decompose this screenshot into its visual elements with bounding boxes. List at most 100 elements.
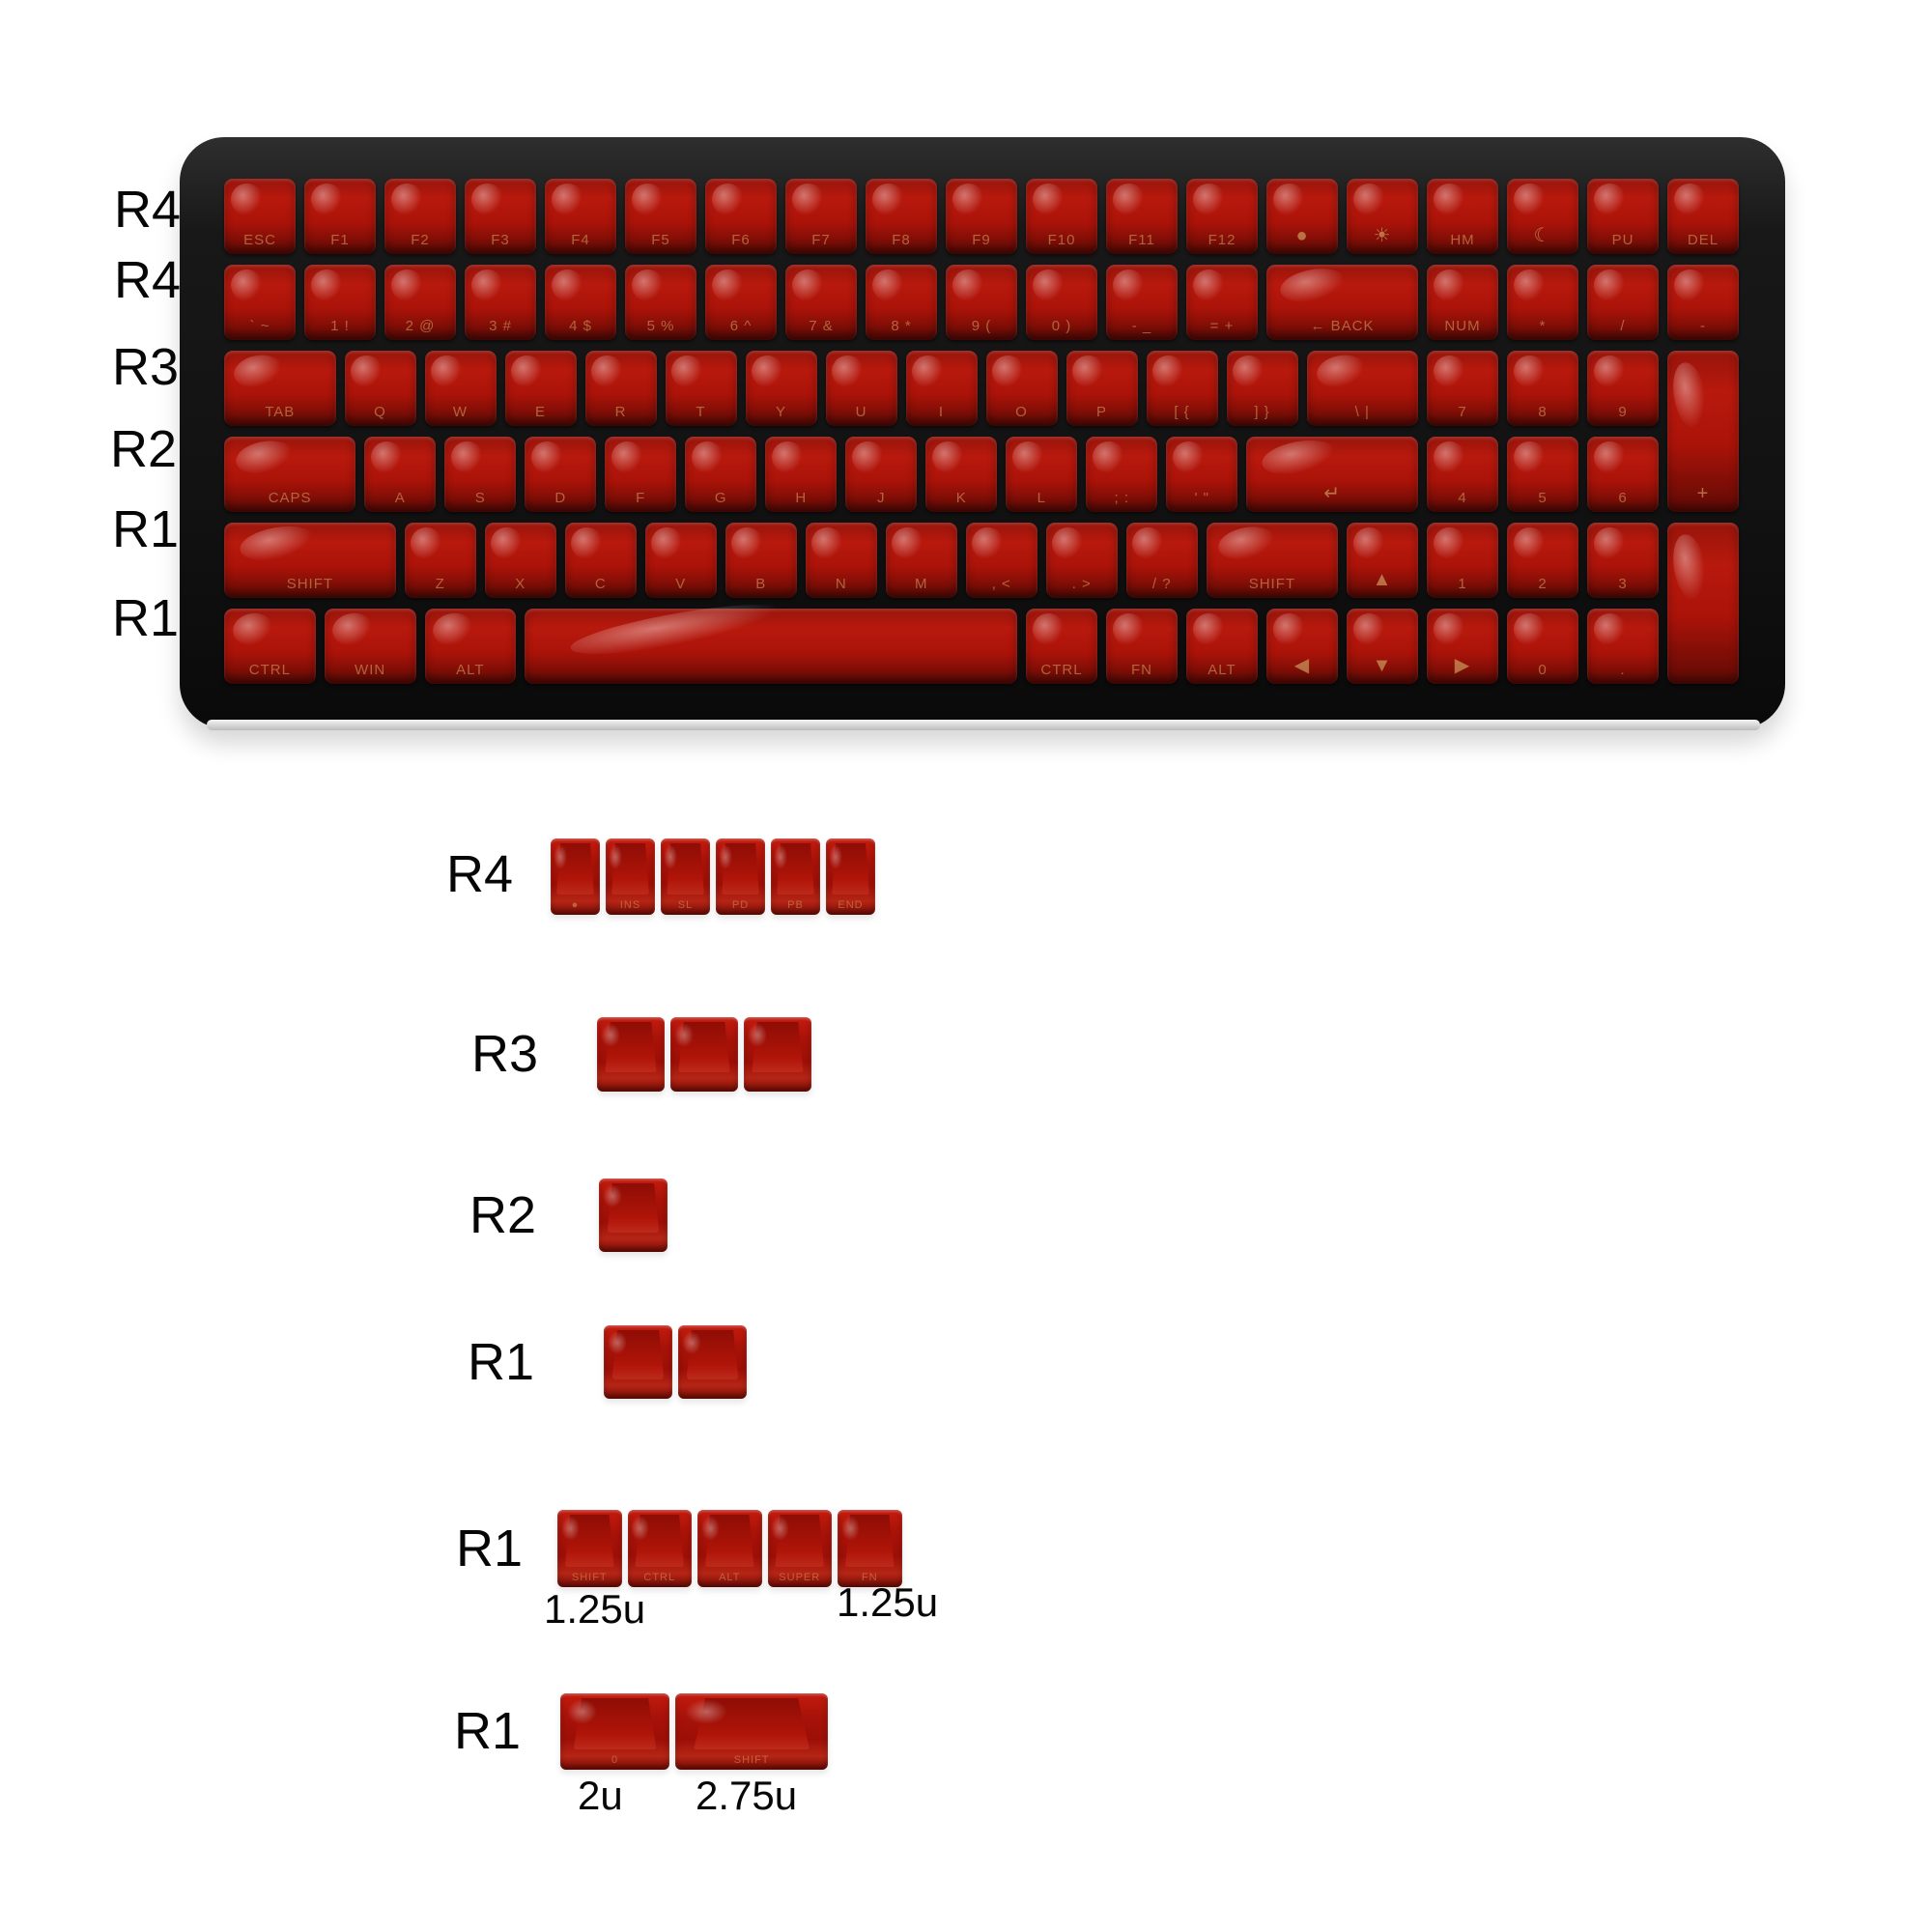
key-legend: L [1037, 490, 1046, 506]
key-legend: H [795, 490, 808, 506]
strip-row-label-0: R4 [446, 845, 514, 903]
key-fn: FN [1106, 609, 1178, 684]
key-legend: WIN [355, 662, 386, 678]
key-5: 5 [1507, 437, 1578, 512]
strip-row-label-3: R1 [468, 1333, 535, 1391]
strip1-keycap-0 [597, 1017, 665, 1092]
key-arrow-left: ◀ [1266, 609, 1338, 684]
key-blank: ` ~ [224, 265, 296, 340]
key-f11: F11 [1106, 179, 1178, 254]
key-numpad-plus: + [1667, 351, 1739, 512]
key-legend: . [1620, 662, 1626, 678]
key-backlight-bulb: ☀ [1347, 179, 1418, 254]
key-legend: 5 % [646, 318, 675, 334]
strip1-keycap-1 [670, 1017, 738, 1092]
key-f6: F6 [705, 179, 777, 254]
key-6: 6 ^ [705, 265, 777, 340]
key-legend: ↵ [1323, 483, 1341, 504]
strip4-keycap-ctrl: CTRL [627, 1510, 692, 1587]
key-5: 5 % [625, 265, 696, 340]
key-del: DEL [1667, 179, 1739, 254]
keycap-legend: 0 [611, 1754, 619, 1766]
keycap-legend: FN [861, 1572, 878, 1583]
key-f1: F1 [304, 179, 376, 254]
key-d: D [525, 437, 597, 512]
key-legend: 0 [1538, 662, 1548, 678]
key-blank: - _ [1106, 265, 1178, 340]
key-8: 8 * [866, 265, 937, 340]
strip4-keycap-alt: ALT [697, 1510, 762, 1587]
key-blank: ' " [1166, 437, 1238, 512]
key-legend: N [835, 576, 847, 592]
key-caps: CAPS [224, 437, 356, 512]
strip-row-label-5: R1 [454, 1702, 522, 1760]
key-legend: J [877, 490, 886, 506]
key-legend: F3 [491, 232, 510, 248]
key-y: Y [745, 351, 817, 426]
key-w: W [424, 351, 497, 426]
key-legend: 4 [1458, 490, 1467, 506]
key-7: 7 & [785, 265, 857, 340]
key-legend: C [594, 576, 607, 592]
key-legend: 3 [1618, 576, 1628, 592]
key-legend: B [755, 576, 767, 592]
key-legend: Q [374, 404, 386, 420]
key-n: N [805, 523, 877, 598]
key-blank: / [1587, 265, 1659, 340]
key-1: 1 ! [304, 265, 376, 340]
key-legend: - [1700, 318, 1706, 334]
key-u: U [825, 351, 897, 426]
strip2-keycap-0 [599, 1179, 668, 1252]
key-legend: CTRL [1040, 662, 1083, 678]
strip-row-label-2: R2 [469, 1186, 537, 1244]
key-3: 3 [1587, 523, 1659, 598]
key-p: P [1065, 351, 1138, 426]
strip4-keycap-shift: SHIFT [557, 1510, 622, 1587]
key-legend: DEL [1687, 232, 1719, 248]
key-arrow-down: ▼ [1347, 609, 1418, 684]
key-legend: ' " [1194, 490, 1209, 506]
keycap-legend: ● [571, 899, 580, 911]
strip5-size-label-0: 2u [578, 1773, 623, 1818]
keycap-legend: CTRL [643, 1572, 676, 1583]
key-hm: HM [1427, 179, 1498, 254]
key-m: M [885, 523, 957, 598]
key-e: E [504, 351, 577, 426]
key-legend: ● [1295, 225, 1309, 246]
key-legend: 1 ! [330, 318, 350, 334]
key-9: 9 [1587, 351, 1659, 426]
key-z: Z [404, 523, 476, 598]
key-legend: TAB [265, 404, 296, 420]
key-4: 4 [1427, 437, 1498, 512]
key-legend: ▲ [1372, 569, 1393, 590]
strip5-keycap-0: 0 [560, 1693, 670, 1770]
key-v: V [644, 523, 717, 598]
key-tab: TAB [224, 351, 336, 426]
key-legend: 9 [1618, 404, 1628, 420]
key-l: L [1006, 437, 1078, 512]
strip1-keycap-2 [744, 1017, 811, 1092]
key-legend: CAPS [268, 490, 312, 506]
key-legend: 5 [1538, 490, 1548, 506]
key-3: 3 # [465, 265, 536, 340]
key-legend: M [915, 576, 928, 592]
keyboard-row-label-1: R4 [114, 251, 182, 309]
key-f10: F10 [1026, 179, 1097, 254]
key-blank: [ { [1146, 351, 1218, 426]
strip4-size-label-1: 1.25u [837, 1579, 939, 1625]
strip3-keycap-1 [678, 1325, 747, 1399]
key-f7: F7 [785, 179, 857, 254]
key-blank: * [1507, 265, 1578, 340]
key-blank: ] } [1226, 351, 1298, 426]
key-legend: ☀ [1373, 225, 1392, 246]
key-legend: F4 [571, 232, 590, 248]
key-0: 0 [1507, 609, 1578, 684]
key-f12: F12 [1186, 179, 1258, 254]
key-legend: ▶ [1454, 655, 1471, 676]
key-g: G [685, 437, 757, 512]
key-legend: R [614, 404, 627, 420]
key-legend: 2 @ [405, 318, 436, 334]
strip0-keycap-end: END [826, 838, 875, 915]
key-legend: V [675, 576, 687, 592]
